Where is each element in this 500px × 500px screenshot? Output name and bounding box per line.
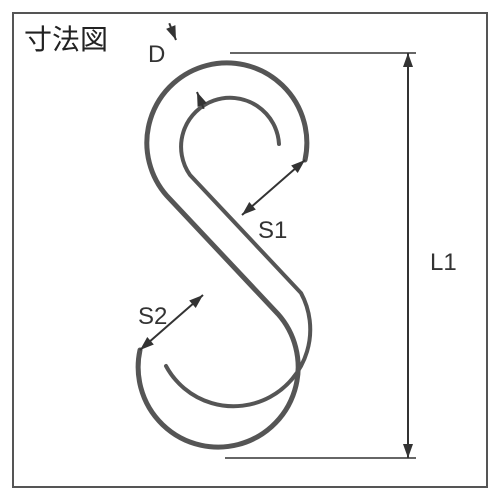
label-S2: S2 xyxy=(138,303,167,330)
label-S1: S1 xyxy=(258,217,287,244)
dimension-drawing: D S1 S2 L1 xyxy=(0,0,500,500)
label-D: D xyxy=(148,41,165,68)
label-L1: L1 xyxy=(430,249,457,276)
s-hook-inner xyxy=(166,98,310,406)
